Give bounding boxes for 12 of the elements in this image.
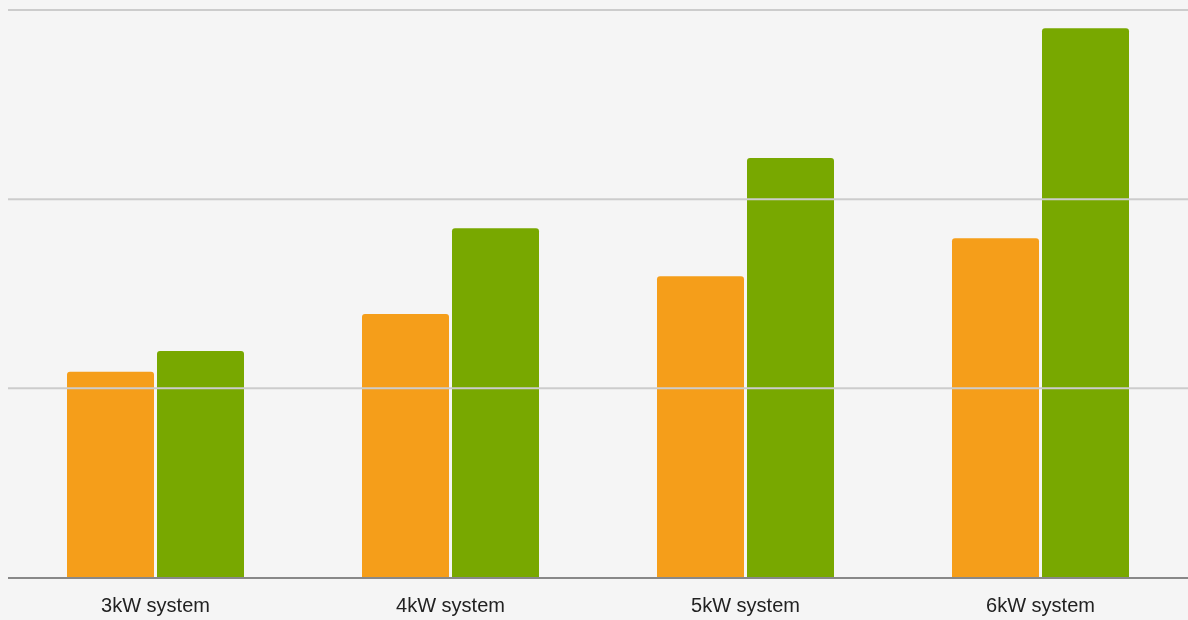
bar	[657, 276, 744, 578]
x-tick-label: 3kW system	[101, 594, 210, 617]
bar	[952, 238, 1039, 578]
bar	[1042, 28, 1129, 578]
bar	[157, 350, 244, 578]
x-tick-label: 5kW system	[691, 594, 800, 617]
x-tick-label: 6kW system	[986, 594, 1095, 617]
bar	[67, 371, 154, 578]
bar	[747, 157, 834, 578]
bar	[452, 228, 539, 578]
bar	[362, 314, 449, 578]
x-tick-label: 4kW system	[396, 594, 505, 617]
